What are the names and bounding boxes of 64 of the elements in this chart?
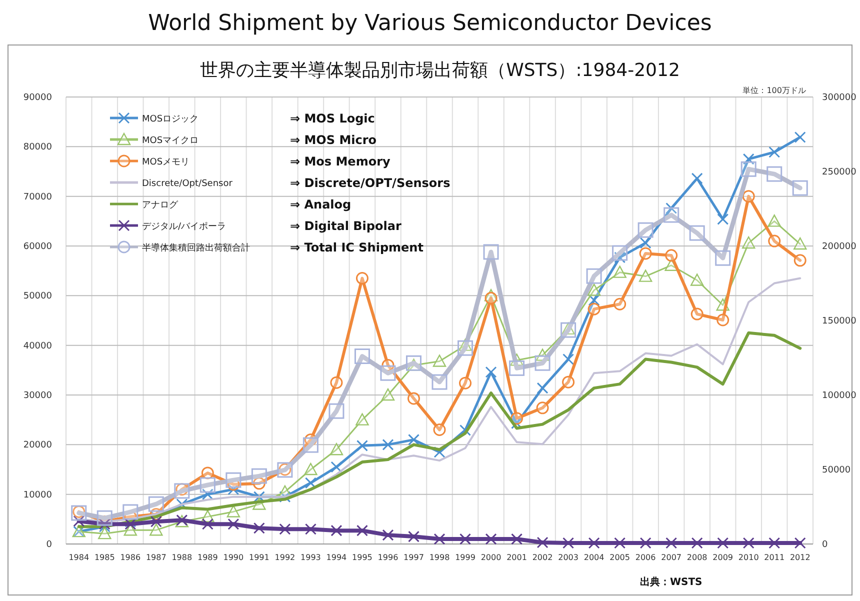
chart-subtitle: 世界の主要半導体製品別市場出荷額（WSTS）:1984-2012	[200, 60, 680, 81]
annotation: ⇒ MOS Logic	[290, 112, 375, 126]
x-tick-label: 2007	[661, 553, 682, 562]
x-tick-label: 2011	[764, 553, 785, 562]
x-tick-label: 1991	[249, 553, 270, 562]
y2-tick-label: 100000	[822, 391, 857, 401]
legend-label: Discrete/Opt/Sensor	[142, 179, 233, 189]
x-tick-label: 1995	[352, 553, 372, 562]
annotation: ⇒ Total IC Shipment	[290, 240, 424, 254]
x-tick-label: 1997	[404, 553, 424, 562]
legend-label: デジタル/バイポーラ	[142, 222, 226, 232]
y-tick-label: 90000	[23, 93, 52, 103]
x-tick-label: 1996	[378, 553, 398, 562]
annotation: ⇒ MOS Micro	[290, 133, 377, 147]
annotation: ⇒ Mos Memory	[290, 154, 390, 168]
y-tick-label: 20000	[23, 440, 52, 451]
x-tick-label: 1985	[94, 553, 115, 562]
x-tick-label: 2005	[610, 553, 630, 562]
y2-tick-label: 250000	[822, 168, 857, 178]
legend-label: 半導体集積回路出荷額合計	[142, 242, 250, 254]
x-tick-label: 1987	[146, 553, 166, 562]
y-tick-label: 80000	[23, 142, 52, 153]
legend-label: MOSロジック	[142, 114, 199, 124]
x-tick-label: 2009	[712, 553, 734, 562]
x-tick-label: 2003	[558, 553, 578, 562]
x-tick-label: 2010	[738, 553, 759, 562]
x-tick-label: 1988	[172, 553, 192, 562]
x-tick-label: 1986	[120, 553, 141, 562]
x-tick-label: 2001	[506, 553, 527, 562]
x-tick-label: 1992	[274, 553, 296, 562]
legend-label: MOSメモリ	[142, 158, 190, 168]
x-tick-label: 2004	[584, 553, 604, 562]
x-tick-label: 2012	[790, 553, 810, 562]
y2-tick-label: 50000	[822, 466, 851, 476]
y2-tick-label: 200000	[822, 242, 857, 252]
annotation: ⇒ Digital Bipolar	[290, 219, 402, 233]
y-tick-label: 40000	[23, 341, 52, 352]
y-tick-label: 50000	[23, 292, 52, 302]
x-tick-label: 1998	[429, 553, 450, 562]
y2-tick-label: 0	[822, 540, 828, 550]
x-tick-label: 1994	[326, 553, 347, 562]
x-tick-label: 1989	[197, 553, 218, 562]
x-tick-label: 2002	[532, 553, 553, 562]
x-tick-label: 2000	[480, 553, 502, 562]
y-tick-label: 60000	[23, 242, 52, 252]
x-tick-label: 1984	[68, 553, 90, 562]
chart-title: World Shipment by Various Semiconductor Devices	[148, 11, 712, 36]
x-tick-label: 1999	[455, 553, 476, 562]
x-tick-label: 2008	[686, 553, 708, 562]
y2-tick-label: 150000	[822, 316, 857, 326]
source-note: 出典：WSTS	[640, 576, 702, 588]
x-tick-label: 1993	[300, 553, 321, 562]
annotation: ⇒ Analog	[290, 198, 352, 212]
y-tick-label: 30000	[23, 391, 52, 401]
y-tick-label: 70000	[23, 192, 52, 202]
legend-label: MOSマイクロ	[142, 136, 199, 146]
x-tick-label: 2006	[635, 553, 656, 562]
annotation: ⇒ Discrete/OPT/Sensors	[290, 176, 450, 190]
y-tick-label: 0	[46, 540, 52, 550]
y-tick-label: 10000	[23, 490, 52, 500]
legend-label: アナログ	[142, 200, 179, 210]
x-tick-label: 1990	[223, 553, 244, 562]
y2-tick-label: 300000	[822, 93, 857, 103]
text: 単位：100万ドル	[742, 86, 806, 95]
